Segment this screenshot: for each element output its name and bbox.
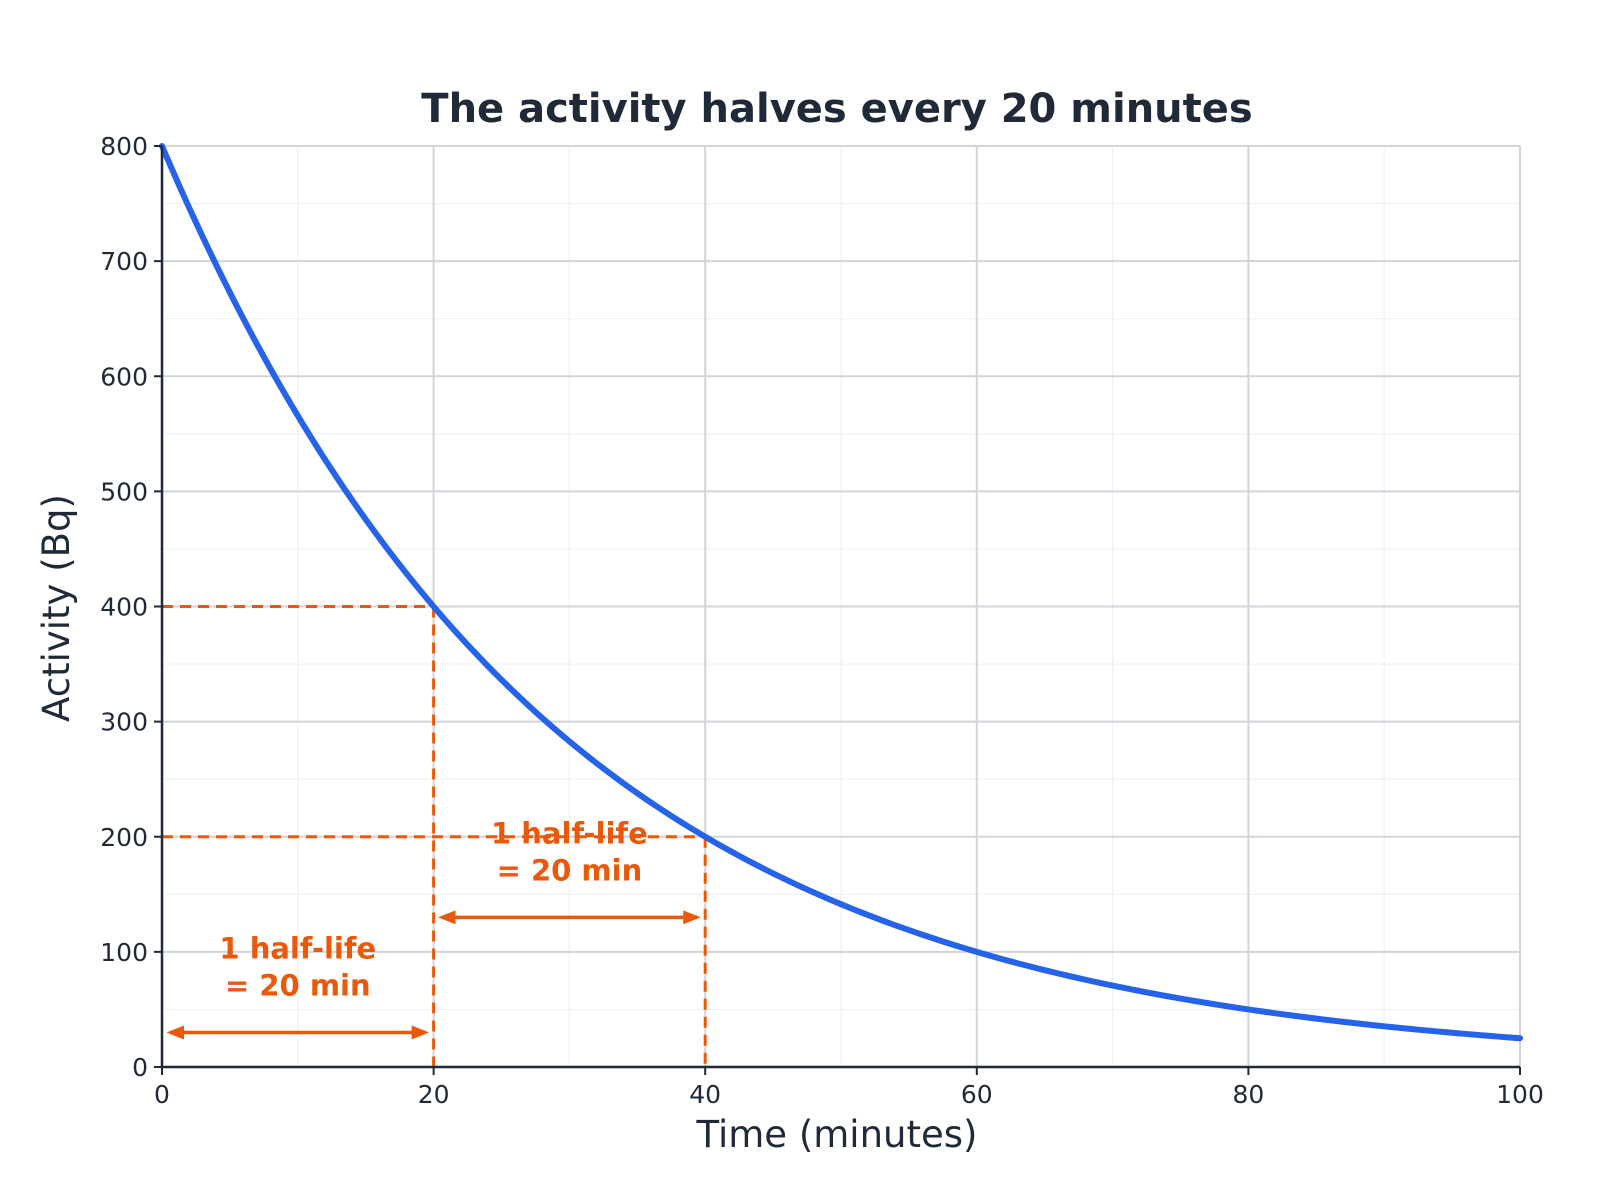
x-axis-label: Time (minutes)	[696, 1113, 978, 1156]
axes	[154, 145, 1521, 1075]
x-tick-label: 60	[961, 1080, 993, 1109]
x-tick-label: 20	[418, 1080, 450, 1109]
y-tick-label: 0	[132, 1053, 148, 1082]
y-tick-label: 100	[100, 938, 148, 967]
y-tick-label: 700	[100, 247, 148, 276]
y-tick-label: 300	[100, 708, 148, 737]
tick-labels: 0 20 40 60 80 100 0 100 200 300 400 500 600 700 800	[100, 132, 1544, 1109]
x-tick-label: 80	[1232, 1080, 1264, 1109]
x-tick-label: 100	[1496, 1080, 1544, 1109]
y-axis-label: Activity (Bq)	[35, 494, 78, 722]
half-life-label-2-line-1: 1 half-life	[491, 816, 648, 850]
half-life-label-2-line-2: = 20 min	[497, 853, 643, 887]
x-tick-label: 40	[689, 1080, 721, 1109]
y-tick-label: 600	[100, 362, 148, 391]
half-life-label-1-line-2: = 20 min	[225, 968, 371, 1002]
y-tick-label: 500	[100, 477, 148, 506]
decay-curve	[159, 143, 1523, 1042]
chart-title: The activity halves every 20 minutes	[421, 86, 1252, 132]
decay-curve-group	[159, 143, 1523, 1042]
half-life-guides	[162, 605, 707, 1067]
y-tick-label: 400	[100, 593, 148, 622]
x-tick-label: 0	[154, 1080, 170, 1109]
y-tick-label: 200	[100, 823, 148, 852]
half-life-label-1-line-1: 1 half-life	[219, 931, 376, 965]
y-tick-label: 800	[100, 132, 148, 161]
